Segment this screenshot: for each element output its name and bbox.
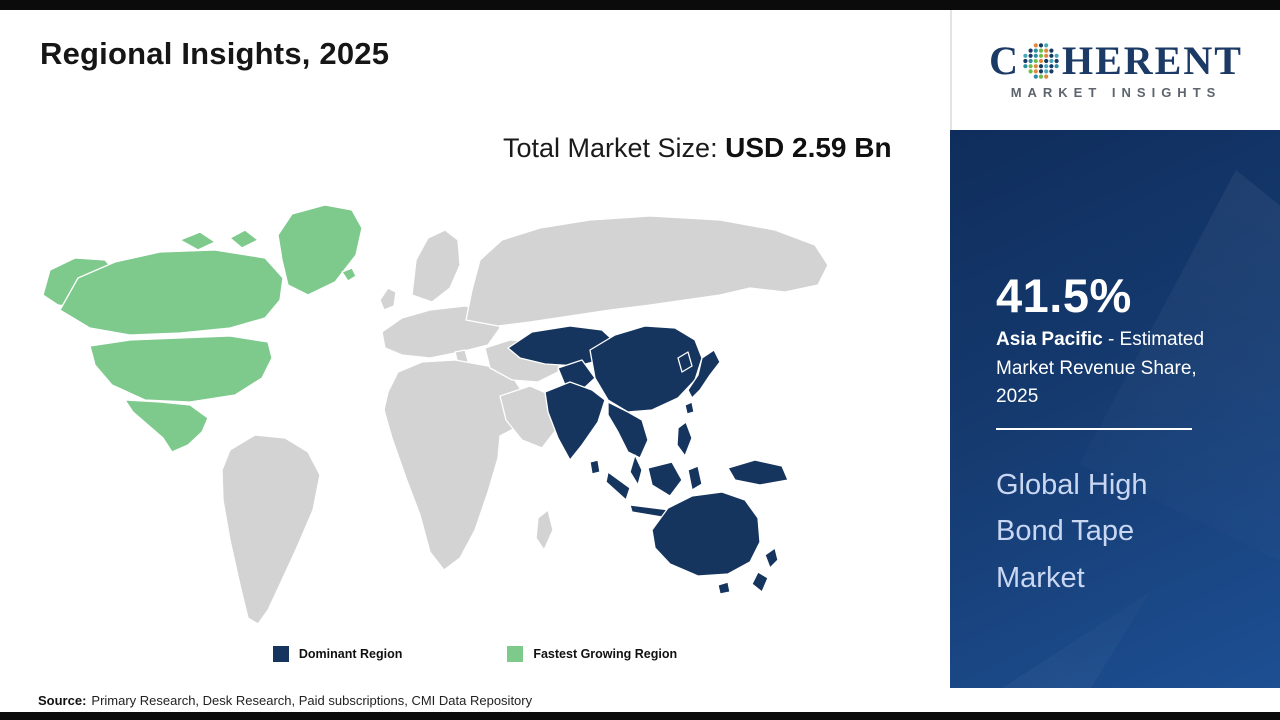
revenue-share-text: - Estimated Market Revenue Share, 2025 (996, 329, 1205, 407)
main-content: Regional Insights, 2025 Total Market Siz… (0, 10, 950, 688)
total-market-size-value: USD 2.59 Bn (725, 132, 892, 163)
region-sri-lanka (589, 459, 601, 475)
region-new-guinea (727, 459, 789, 486)
region-japan (687, 349, 721, 399)
region-iceland (341, 267, 357, 282)
page-title: Regional Insights, 2025 (40, 36, 390, 71)
logo: C HERENT (989, 37, 1243, 83)
region-southeast-asia (607, 401, 649, 459)
region-scandinavia (411, 229, 461, 303)
region-india (544, 381, 606, 461)
bottom-bar (0, 712, 1280, 720)
logo-globe-icon (1023, 42, 1059, 79)
top-bar (0, 0, 1280, 10)
source-line: Source: Primary Research, Desk Research,… (0, 688, 1280, 712)
region-korea (677, 351, 693, 373)
region-philippines (676, 421, 693, 457)
legend-swatch-dominant (272, 646, 289, 662)
region-russia (465, 215, 829, 327)
source-label: Source: (38, 692, 87, 708)
world-map-container (30, 200, 890, 645)
region-sumatra (605, 471, 631, 501)
region-greenland (277, 204, 363, 296)
legend-label-fastest: Fastest Growing Region (533, 647, 678, 661)
logo-letters-rest: HERENT (1061, 37, 1243, 83)
region-africa (383, 359, 537, 571)
region-canada (59, 249, 284, 336)
region-mexico (124, 399, 209, 453)
total-market-size: Total Market Size: USD 2.59 Bn (503, 128, 895, 169)
region-arctic-island-2 (229, 229, 259, 249)
market-name: Global High Bond Tape Market (996, 469, 1148, 594)
panel-divider (996, 428, 1192, 430)
total-market-size-label: Total Market Size: (503, 133, 718, 163)
region-malay-peninsula (629, 454, 643, 486)
revenue-share-region: Asia Pacific (996, 329, 1103, 350)
logo-letter-c: C (989, 37, 1020, 83)
legend-swatch-fastest (507, 646, 524, 662)
region-borneo (647, 461, 683, 497)
legend-item-fastest: Fastest Growing Region (507, 646, 677, 662)
revenue-share-description: Asia Pacific - Estimated Market Revenue … (996, 326, 1238, 412)
region-tasmania (717, 581, 731, 595)
revenue-share-value: 41.5% (996, 269, 1132, 322)
region-madagascar (535, 509, 554, 551)
region-new-zealand-south (751, 571, 769, 593)
region-arctic-island-1 (179, 231, 216, 251)
map-legend: Dominant Region Fastest Growing Region (0, 646, 950, 662)
legend-label-dominant: Dominant Region (298, 647, 403, 661)
legend-item-dominant: Dominant Region (272, 646, 403, 662)
region-usa (89, 335, 273, 403)
region-united-kingdom (379, 287, 397, 311)
logo-tagline: MARKET INSIGHTS (1010, 84, 1222, 100)
logo-area: C HERENT MARKET INSIGHTS (950, 10, 1280, 130)
world-map (42, 204, 829, 625)
region-taiwan (684, 401, 695, 415)
region-sulawesi (687, 465, 703, 491)
region-south-america (221, 434, 321, 625)
region-new-zealand-north (764, 547, 779, 569)
sidebar-panel: 41.5% Asia Pacific - Estimated Market Re… (950, 130, 1280, 688)
source-text: Primary Research, Desk Research, Paid su… (91, 692, 533, 708)
region-australia (651, 491, 761, 577)
